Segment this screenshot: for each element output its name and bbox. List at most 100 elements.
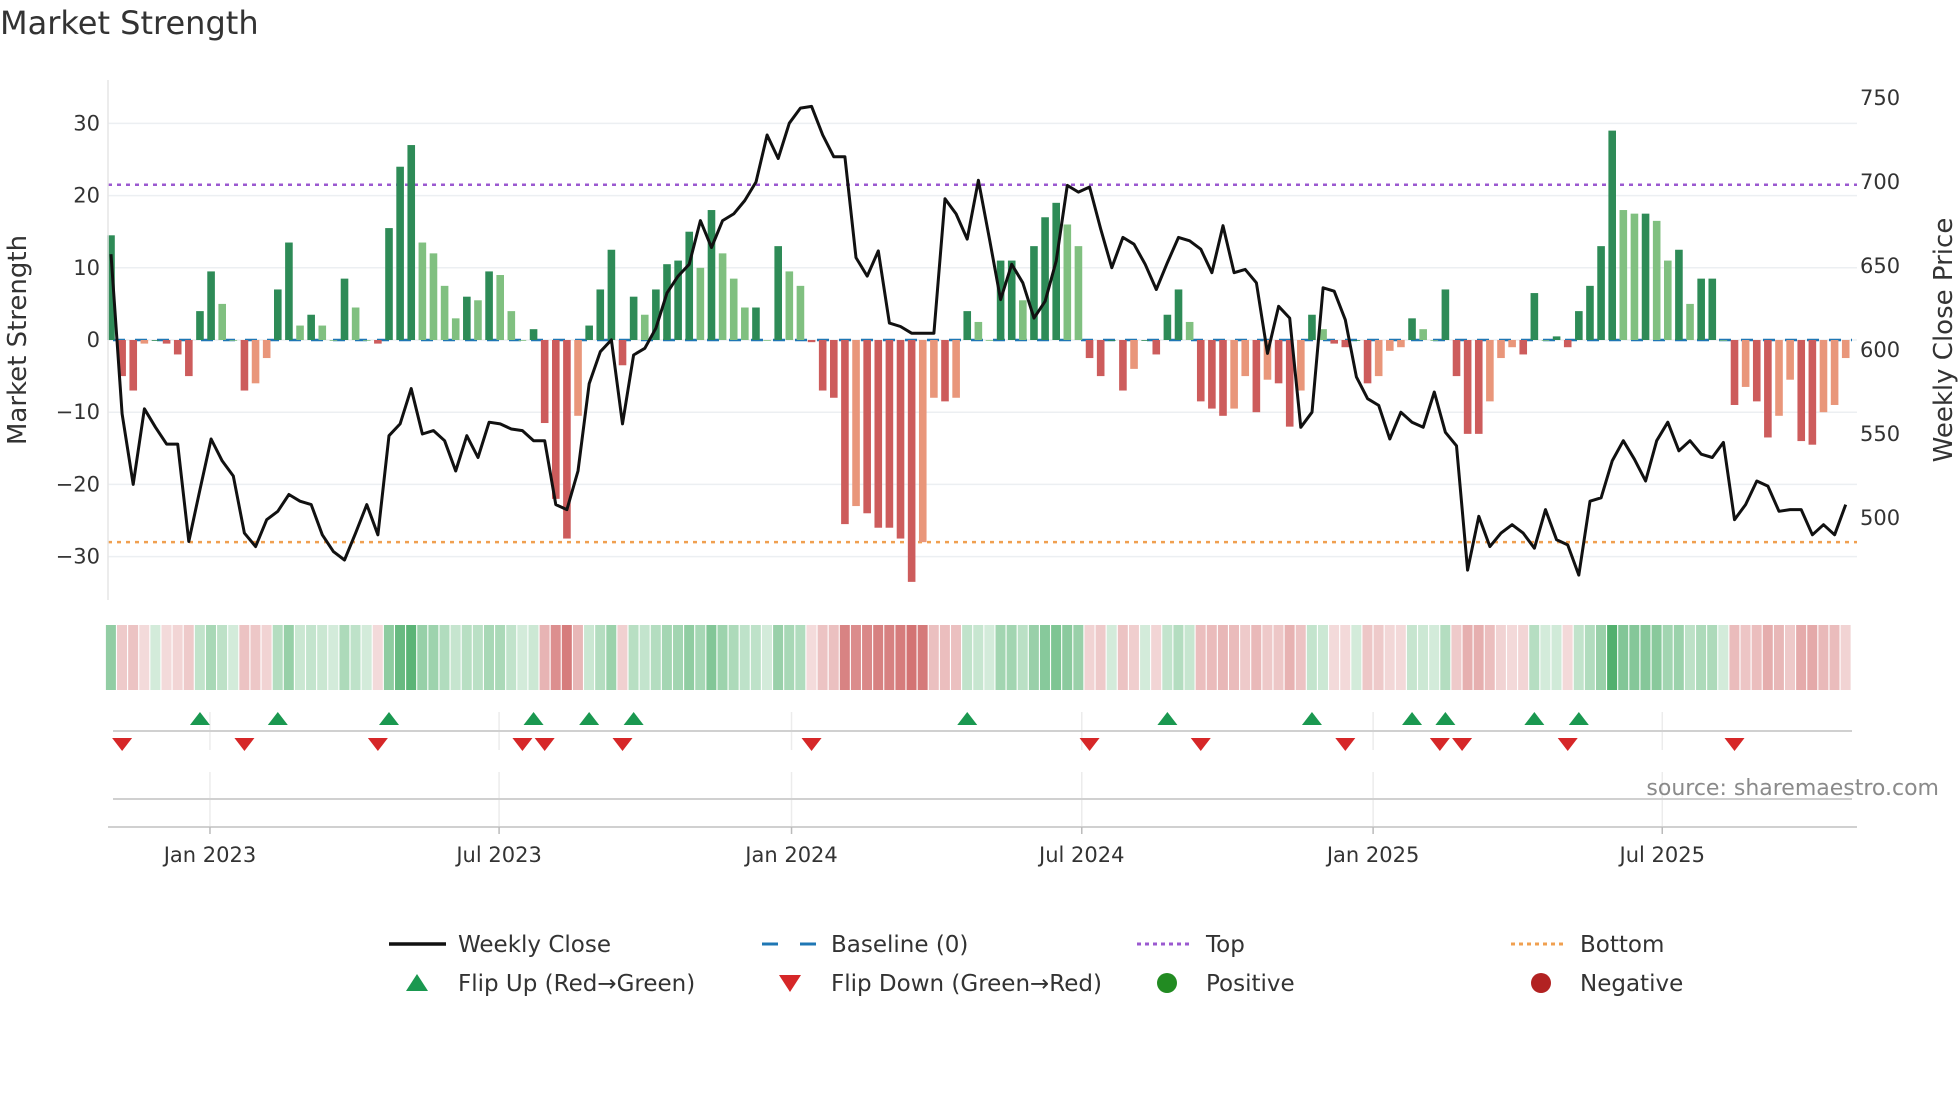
heat-cell bbox=[339, 625, 350, 690]
strength-bar bbox=[1408, 318, 1416, 340]
heat-cell bbox=[1540, 625, 1551, 690]
strength-bar bbox=[318, 325, 327, 340]
strength-bar bbox=[585, 325, 593, 340]
strength-bar bbox=[674, 260, 682, 340]
heat-cell bbox=[294, 625, 305, 690]
strength-bar bbox=[1163, 314, 1172, 340]
legend-label: Baseline (0) bbox=[831, 932, 968, 958]
strength-bar bbox=[229, 340, 238, 341]
strength-bar bbox=[540, 340, 549, 424]
heat-cell bbox=[773, 625, 784, 690]
heat-cell bbox=[1351, 625, 1362, 690]
strength-bar bbox=[1797, 340, 1806, 442]
flip-down-marker bbox=[1452, 738, 1473, 751]
heat-cell bbox=[1840, 625, 1851, 690]
heat-cell bbox=[706, 625, 717, 690]
legend-label: Negative bbox=[1580, 971, 1683, 997]
strength-bar bbox=[451, 318, 460, 340]
flip-down-marker bbox=[1557, 738, 1578, 751]
x-tick-label: Jul 2023 bbox=[454, 843, 541, 867]
strength-bar bbox=[218, 303, 226, 340]
heat-cell bbox=[1451, 625, 1462, 690]
heat-cell bbox=[1028, 625, 1039, 690]
strength-bar bbox=[796, 285, 805, 340]
strength-bar bbox=[918, 340, 927, 543]
heat-cell bbox=[1039, 625, 1050, 690]
strength-bar bbox=[129, 340, 138, 391]
y-axis-title: Market Strength bbox=[3, 235, 33, 445]
flip-up-marker bbox=[1524, 712, 1545, 725]
heat-cell bbox=[517, 625, 528, 690]
heat-cell bbox=[884, 625, 895, 690]
strength-bar bbox=[752, 307, 760, 340]
heat-cell bbox=[1173, 625, 1184, 690]
heat-cell bbox=[1740, 625, 1751, 690]
strength-bar bbox=[1597, 246, 1605, 340]
flip-up-marker bbox=[523, 712, 544, 725]
strength-bar bbox=[952, 340, 960, 398]
strength-bar bbox=[729, 278, 738, 340]
y-tick-label: −30 bbox=[56, 545, 100, 569]
strength-bar bbox=[652, 289, 660, 340]
strength-bar bbox=[1374, 340, 1383, 377]
heat-cell bbox=[1551, 625, 1562, 690]
heat-cell bbox=[183, 625, 194, 690]
strength-bar bbox=[1330, 340, 1338, 344]
heat-cell bbox=[172, 625, 183, 690]
strength-bar bbox=[1508, 340, 1516, 348]
heat-cell bbox=[1062, 625, 1073, 690]
strength-bar bbox=[1675, 249, 1683, 340]
strength-bar bbox=[663, 264, 671, 340]
strength-bar bbox=[896, 340, 905, 539]
flip-down-marker bbox=[512, 738, 533, 751]
strength-bar bbox=[1030, 246, 1038, 340]
heat-cell bbox=[1084, 625, 1095, 690]
strength-bar bbox=[1185, 321, 1194, 340]
flip-down-marker bbox=[112, 738, 133, 751]
heat-cell bbox=[717, 625, 728, 690]
strength-bar bbox=[173, 340, 182, 355]
flip-down-marker bbox=[1429, 738, 1450, 751]
legend-circle-icon bbox=[1531, 973, 1551, 993]
heat-cell bbox=[1295, 625, 1306, 690]
strength-bar bbox=[596, 289, 605, 340]
source-label: source: sharemaestro.com bbox=[1646, 776, 1939, 801]
strength-bar bbox=[807, 340, 816, 343]
heat-cell bbox=[873, 625, 884, 690]
heat-cell bbox=[1317, 625, 1328, 690]
strength-bar bbox=[1430, 340, 1439, 341]
strength-bar bbox=[1208, 340, 1216, 409]
heat-cell bbox=[1362, 625, 1373, 690]
strength-bar bbox=[1397, 340, 1405, 348]
strength-bar bbox=[1085, 340, 1094, 359]
strength-bar bbox=[151, 340, 160, 341]
y-tick-label: 10 bbox=[73, 256, 100, 280]
strength-bar bbox=[974, 321, 983, 340]
y-tick-label: 20 bbox=[73, 184, 100, 208]
heat-cell bbox=[361, 625, 372, 690]
heat-cell bbox=[283, 625, 294, 690]
heat-cell bbox=[1673, 625, 1684, 690]
strength-bar bbox=[496, 275, 504, 340]
strength-bar bbox=[574, 340, 582, 416]
strength-bar bbox=[1341, 340, 1350, 348]
flip-up-marker bbox=[1402, 712, 1423, 725]
heat-cell bbox=[628, 625, 639, 690]
strength-bar bbox=[1586, 285, 1594, 340]
strength-bar bbox=[1285, 340, 1294, 427]
heat-cell bbox=[328, 625, 339, 690]
heat-cell bbox=[139, 625, 150, 690]
strength-bar bbox=[118, 340, 126, 377]
strength-bar bbox=[1641, 213, 1650, 340]
strength-bar bbox=[1052, 202, 1060, 340]
heat-cell bbox=[239, 625, 250, 690]
strength-bar bbox=[1252, 340, 1261, 413]
heat-cell bbox=[1462, 625, 1473, 690]
heat-cell bbox=[1629, 625, 1640, 690]
y-tick-label: 0 bbox=[87, 328, 100, 352]
strength-bar bbox=[718, 253, 727, 340]
strength-bar bbox=[1230, 340, 1238, 409]
heat-strip bbox=[105, 625, 1851, 690]
strength-bar bbox=[907, 340, 916, 582]
heat-cell bbox=[661, 625, 672, 690]
